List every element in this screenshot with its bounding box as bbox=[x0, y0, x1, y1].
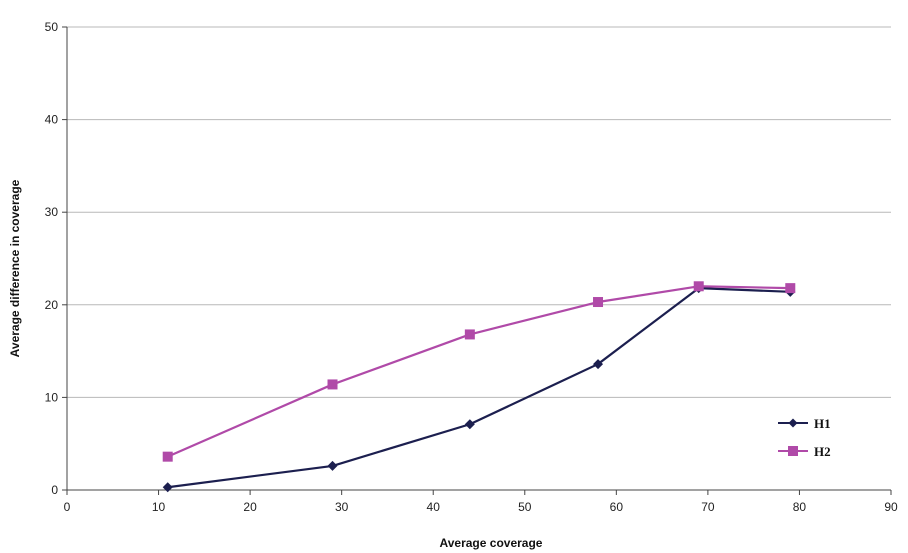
x-tick-label-60: 60 bbox=[610, 500, 624, 514]
data-point-h2-5 bbox=[785, 283, 796, 294]
data-point-h2-4 bbox=[693, 281, 704, 292]
y-tick-label-20: 20 bbox=[45, 298, 59, 312]
x-tick-label-90: 90 bbox=[884, 500, 898, 514]
x-tick-label-40: 40 bbox=[427, 500, 441, 514]
tick-labels: 0 10 20 30 40 50 0 10 20 30 40 50 60 70 80 90 bbox=[45, 20, 898, 514]
x-tick-label-50: 50 bbox=[518, 500, 532, 514]
data-point-h1-3 bbox=[593, 359, 604, 370]
data-point-h2-2 bbox=[464, 329, 475, 340]
y-tick-label-30: 30 bbox=[45, 205, 59, 219]
data-point-h1-2 bbox=[464, 419, 475, 430]
legend-label-h2: H2 bbox=[814, 444, 831, 459]
data-point-h1-1 bbox=[327, 460, 338, 471]
axes bbox=[66, 27, 891, 491]
y-tick-label-10: 10 bbox=[45, 390, 59, 404]
x-tick-label-20: 20 bbox=[243, 500, 257, 514]
data-point-h2-3 bbox=[593, 297, 604, 308]
data-point-h1-0 bbox=[162, 482, 173, 493]
x-tick-label-70: 70 bbox=[701, 500, 715, 514]
x-tick-label-30: 30 bbox=[335, 500, 349, 514]
y-tick-label-50: 50 bbox=[45, 20, 59, 34]
data-point-h2-0 bbox=[162, 451, 173, 462]
legend-marker-h2 bbox=[788, 446, 798, 456]
legend: H1 H2 bbox=[778, 416, 831, 459]
x-tick-label-80: 80 bbox=[793, 500, 807, 514]
y-axis-title: Average difference in coverage bbox=[8, 179, 22, 357]
x-tick-label-10: 10 bbox=[152, 500, 166, 514]
series-line-h1 bbox=[167, 287, 791, 489]
legend-entry-h1: H1 bbox=[778, 416, 831, 431]
series-layer bbox=[162, 281, 796, 493]
legend-label-h1: H1 bbox=[814, 416, 831, 431]
data-point-h2-1 bbox=[327, 379, 338, 390]
gridlines bbox=[67, 26, 891, 398]
y-tick-label-0: 0 bbox=[51, 483, 58, 497]
series-h1 bbox=[162, 283, 796, 493]
x-axis-title: Average coverage bbox=[440, 536, 543, 550]
series-line-h2 bbox=[167, 285, 791, 458]
legend-marker-h1 bbox=[788, 418, 798, 428]
series-h2 bbox=[162, 281, 796, 462]
x-tick-label-0: 0 bbox=[64, 500, 71, 514]
y-tick-label-40: 40 bbox=[45, 113, 59, 127]
legend-entry-h2: H2 bbox=[778, 444, 831, 459]
